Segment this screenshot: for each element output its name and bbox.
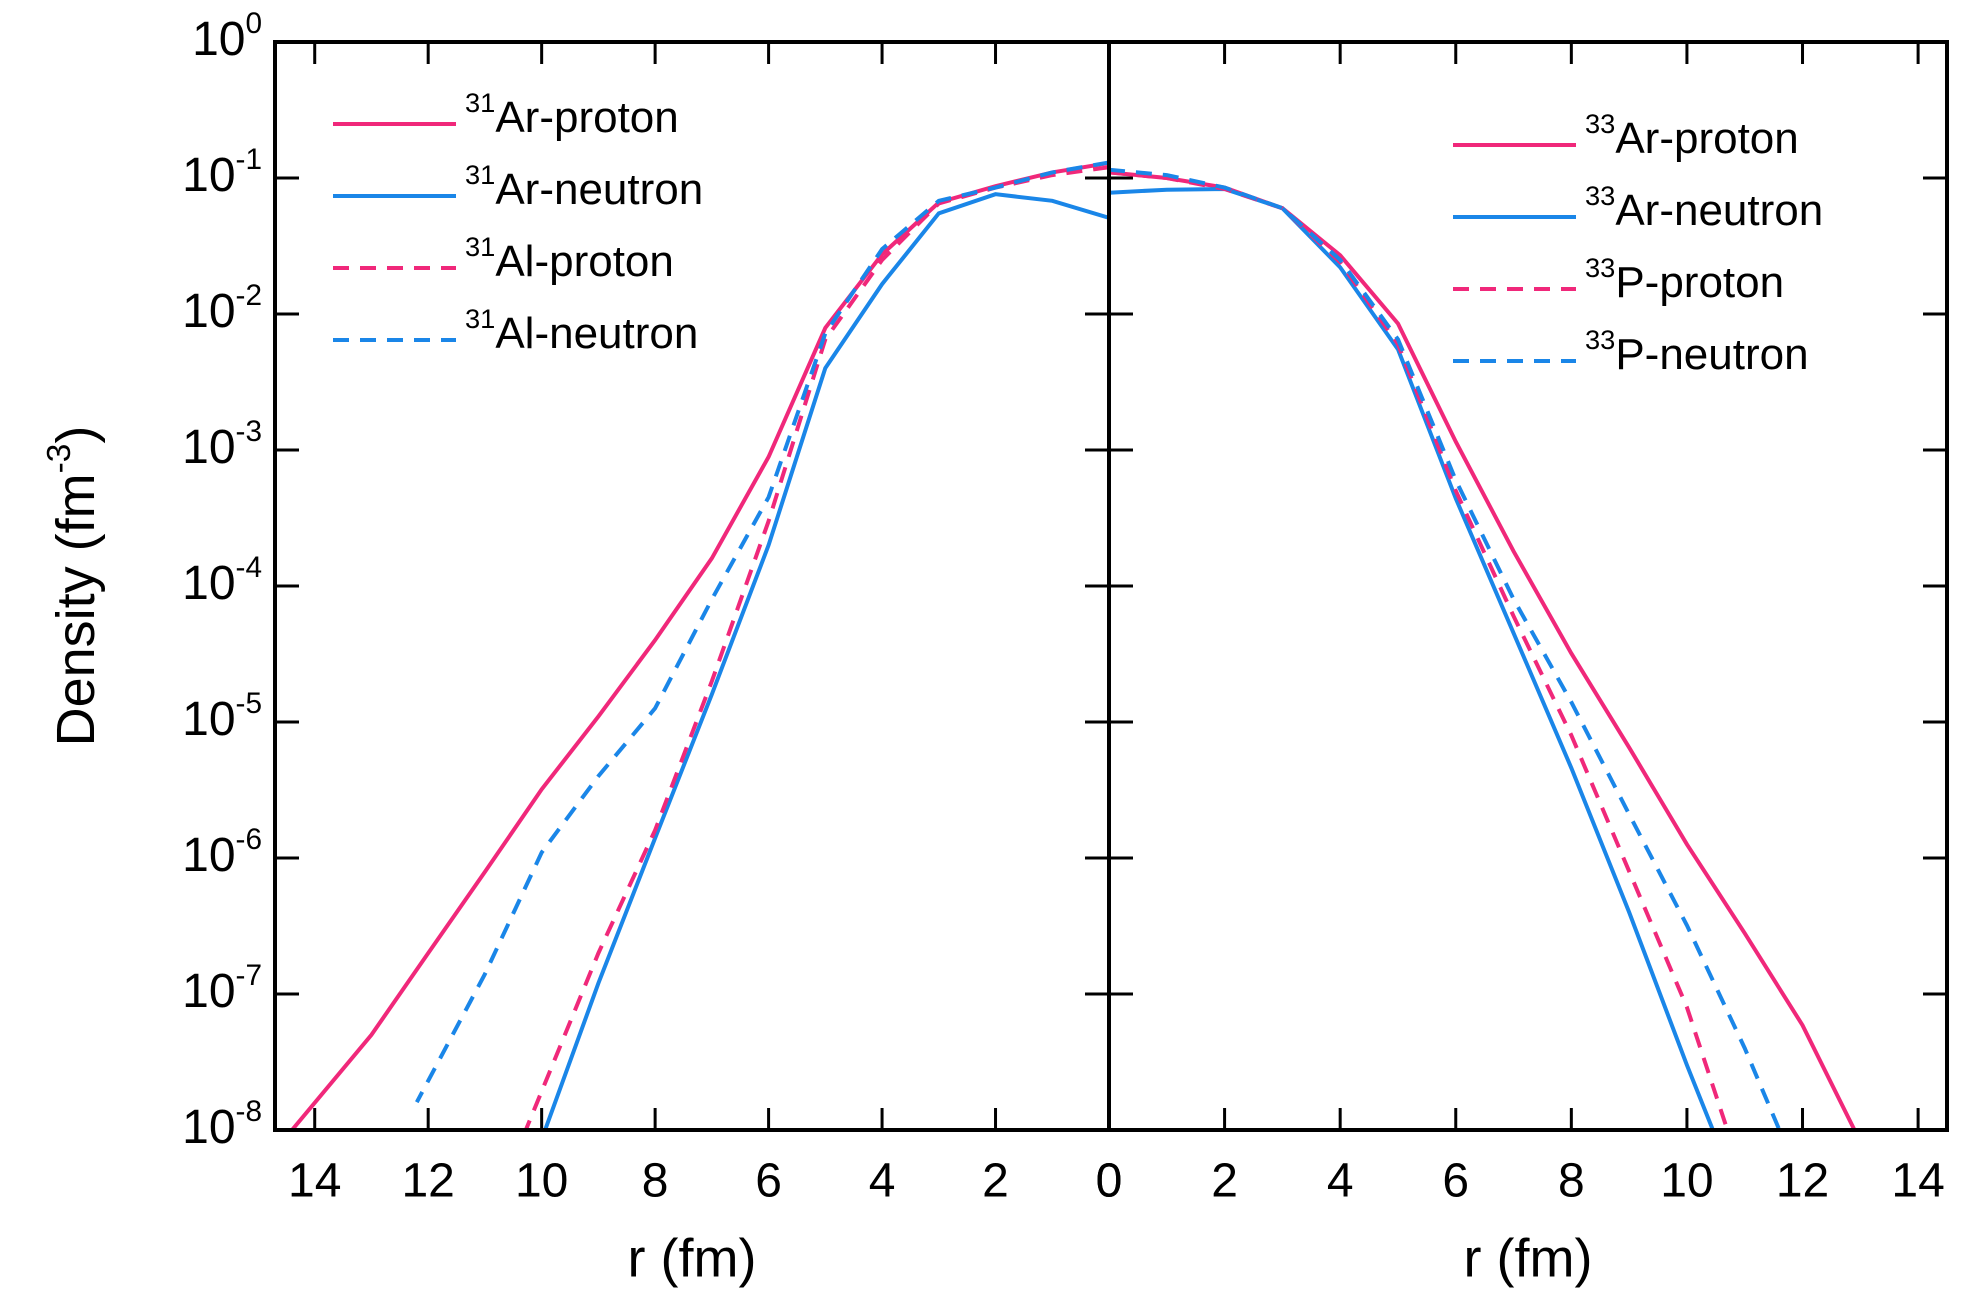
x-axis-label: r (fm) [1464, 1228, 1593, 1288]
plot-area [1109, 167, 1857, 1130]
y-tick-label: 10-7 [182, 959, 262, 1017]
y-tick-label: 100 [192, 7, 262, 65]
legend-label: 33Ar-neutron [1585, 180, 1823, 235]
y-tick-label: 10-4 [182, 551, 262, 609]
y-tick-label: 10-1 [182, 143, 262, 201]
x-tick-label: 8 [642, 1155, 669, 1208]
y-tick-label: 10-6 [182, 823, 262, 881]
x-tick-label: 0 [1096, 1155, 1123, 1208]
x-tick-label: 4 [869, 1155, 896, 1208]
series-line [1109, 167, 1782, 1130]
x-tick-label: 12 [401, 1155, 454, 1208]
series-line [415, 160, 1109, 1104]
x-tick-label: 8 [1558, 1155, 1585, 1208]
series-line [543, 192, 1109, 1130]
x-tick-label: 2 [1211, 1155, 1238, 1208]
x-tick-label: 6 [1442, 1155, 1469, 1208]
x-tick-label: 14 [1891, 1155, 1944, 1208]
x-tick-label: 10 [515, 1155, 568, 1208]
series-line [1109, 186, 1715, 1130]
y-axis-label: Density (fm-3) [41, 426, 106, 747]
x-tick-label: 10 [1660, 1155, 1713, 1208]
x-tick-label: 0 [1096, 1155, 1123, 1208]
y-tick-label: 10-8 [182, 1095, 262, 1153]
y-tick-label: 10-5 [182, 687, 262, 745]
legend-label: 33P-proton [1585, 252, 1784, 307]
series-line [1109, 170, 1730, 1130]
x-tick-label: 4 [1327, 1155, 1354, 1208]
legend-label: 33Ar-proton [1585, 108, 1799, 163]
x-axis-label: r (fm) [628, 1228, 757, 1288]
legend-label: 33P-neutron [1585, 324, 1809, 379]
legend-label: 31Ar-proton [465, 87, 679, 142]
x-tick-label: 12 [1776, 1155, 1829, 1208]
x-tick-label: 6 [755, 1155, 782, 1208]
series-line [290, 161, 1109, 1130]
x-tick-label: 2 [982, 1155, 1009, 1208]
x-tick-label: 14 [288, 1155, 341, 1208]
y-tick-label: 10-2 [182, 279, 262, 337]
series-line [1109, 170, 1857, 1130]
panel-frame [1107, 40, 1949, 1132]
legend-label: 31Ar-neutron [465, 159, 703, 214]
legend-label: 31Al-proton [465, 231, 674, 286]
plot-area [290, 160, 1109, 1130]
y-tick-label: 10-3 [182, 415, 262, 473]
legend-label: 31Al-neutron [465, 303, 698, 358]
